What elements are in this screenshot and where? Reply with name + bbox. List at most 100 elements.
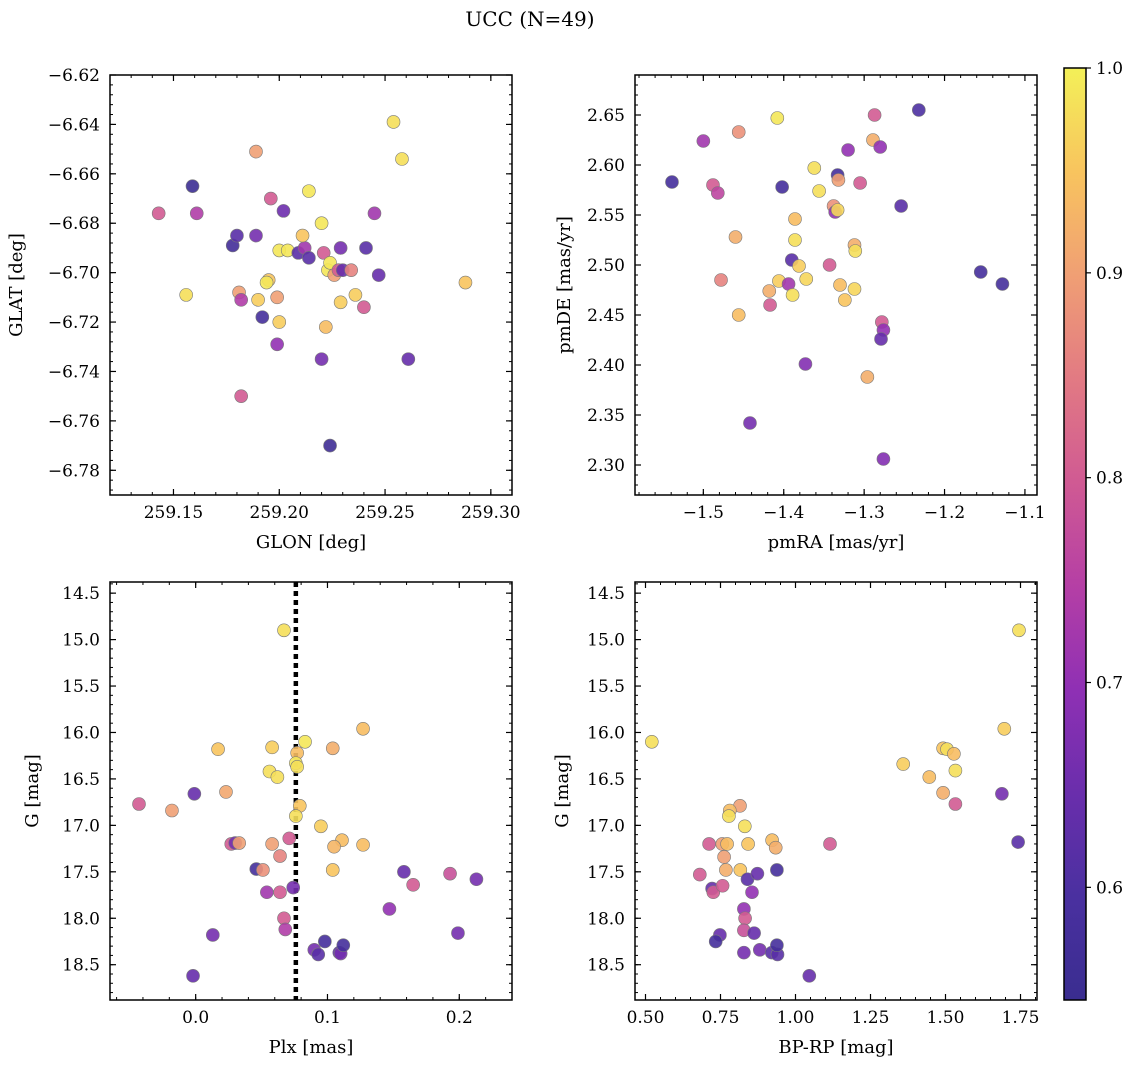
y-tick-label: 18.5: [62, 956, 100, 976]
data-point: [458, 275, 473, 290]
data-point: [406, 878, 420, 892]
data-point: [867, 108, 882, 122]
y-tick-label: −6.64: [48, 115, 100, 135]
data-point: [319, 320, 333, 334]
x-tick-label: −1.3: [843, 503, 884, 523]
x-axis-label: GLON [deg]: [256, 532, 366, 553]
data-point: [802, 969, 817, 983]
data-point: [874, 332, 888, 346]
data-point: [302, 184, 316, 198]
y-tick-label: −6.66: [48, 165, 100, 185]
panel-plx-g: 0.0 0.1 0.2 14.5 15.0 15.5 16.0 16.5 17.0 17.5 18.…: [22, 581, 513, 1058]
data-point: [295, 228, 310, 243]
x-tick-label: 1.50: [927, 1008, 965, 1028]
y-tick-label: 18.0: [62, 909, 100, 929]
x-tick-label: 1.75: [1002, 1008, 1040, 1028]
data-point: [743, 416, 757, 430]
data-point: [386, 115, 401, 129]
data-point: [702, 837, 716, 851]
data-point: [728, 230, 743, 244]
panel-glon-glat: 259.15 259.20 259.25 259.30 −6.78 −6.76 −6.74 −…: [6, 66, 521, 553]
data-point: [277, 623, 291, 638]
y-tick-label: −6.72: [48, 313, 100, 333]
data-point: [995, 786, 1009, 801]
data-point: [286, 880, 301, 895]
x-tick-label: 0.0: [182, 1008, 209, 1028]
data-point: [741, 837, 755, 851]
x-tick-label: −1.1: [1004, 503, 1045, 523]
data-point: [720, 837, 734, 851]
x-tick-label: 0.1: [314, 1008, 341, 1028]
data-point: [270, 290, 284, 305]
x-tick-label: 1.25: [852, 1008, 890, 1028]
data-point: [314, 216, 329, 231]
data-point: [165, 803, 179, 818]
data-point: [948, 797, 963, 811]
y-tick-label: 16.5: [587, 770, 625, 790]
data-point: [722, 809, 736, 823]
y-tick-label: 17.5: [587, 863, 625, 883]
data-point: [717, 850, 731, 864]
y-tick-label: 2.30: [587, 456, 625, 476]
x-tick-label: 259.30: [461, 503, 520, 523]
data-point: [290, 760, 304, 774]
y-tick-label: 16.0: [62, 723, 100, 743]
data-point: [706, 885, 721, 900]
data-point: [273, 849, 287, 863]
data-point: [947, 747, 961, 761]
data-point: [259, 275, 274, 290]
x-tick-label: 0.75: [702, 1008, 740, 1028]
data-point: [876, 452, 891, 466]
data-point: [469, 872, 484, 887]
data-point: [276, 204, 291, 218]
data-point: [314, 819, 328, 834]
data-point: [853, 176, 867, 190]
panel-pmra-pmde: −1.5 −1.4 −1.3 −1.2 −1.1 2.30 2.35 2.40 2.45 2.50…: [554, 74, 1046, 553]
data-point: [401, 352, 416, 366]
y-tick-label: 14.5: [587, 584, 625, 604]
colorbar-tick-label: 1.0: [1096, 59, 1123, 79]
data-point: [311, 947, 326, 962]
data-point: [443, 866, 457, 881]
y-tick-label: 2.45: [587, 306, 625, 326]
data-point: [665, 175, 679, 189]
data-point: [314, 352, 329, 366]
data-point: [997, 721, 1012, 736]
data-point: [132, 797, 146, 811]
x-axis-label: BP-RP [mag]: [778, 1037, 893, 1058]
data-point: [249, 228, 263, 243]
colorbar-tick-label: 0.9: [1096, 264, 1123, 284]
data-point: [395, 152, 409, 166]
data-point: [234, 389, 248, 403]
y-tick-label: 2.35: [587, 406, 625, 426]
data-point: [644, 734, 659, 749]
data-point: [185, 179, 200, 193]
data-point: [251, 293, 265, 307]
data-point: [323, 438, 337, 453]
data-point: [382, 902, 397, 916]
colorbar-fill: [1064, 68, 1086, 1000]
plot-frame: [634, 581, 1038, 1001]
data-point: [807, 161, 822, 175]
data-point: [333, 295, 348, 310]
x-tick-label: 259.20: [250, 503, 309, 523]
y-tick-label: 2.40: [587, 356, 625, 376]
y-tick-label: 17.0: [62, 816, 100, 836]
x-axis-label: pmRA [mas/yr]: [768, 532, 905, 553]
data-point: [731, 308, 746, 322]
data-point: [768, 840, 783, 855]
data-point: [715, 878, 730, 893]
data-point: [841, 143, 855, 157]
data-point: [371, 268, 386, 282]
data-point: [830, 203, 845, 217]
data-point: [848, 244, 863, 258]
data-point: [232, 836, 246, 850]
colorbar-tick-label: 0.7: [1096, 674, 1123, 694]
data-point: [788, 212, 802, 226]
plot-frame: [634, 74, 1038, 496]
data-point: [302, 251, 316, 265]
data-point: [788, 233, 802, 247]
y-tick-label: −6.78: [48, 461, 100, 481]
data-point: [282, 831, 297, 846]
data-point: [289, 809, 303, 823]
